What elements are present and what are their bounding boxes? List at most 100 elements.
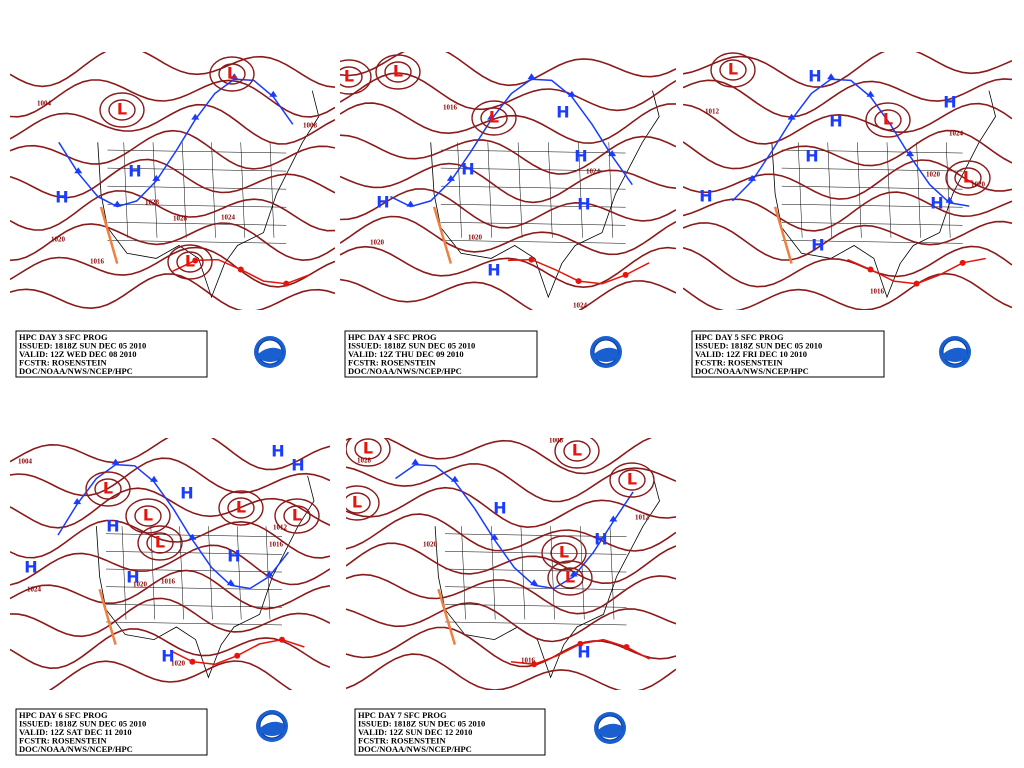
cold-front — [57, 463, 289, 590]
pressure-center: H — [805, 147, 818, 166]
isobar-ring — [954, 167, 982, 189]
isobar-label: 1020 — [133, 581, 148, 589]
front-barb — [446, 174, 455, 181]
front-barb — [150, 475, 158, 482]
pressure-center: L — [627, 470, 637, 489]
noaa-logo-bird — [260, 721, 284, 736]
isobar-label: 1020 — [51, 236, 66, 244]
pressure-center: H — [161, 647, 174, 666]
isobar — [346, 463, 676, 503]
isobar-label: 1008 — [303, 122, 318, 130]
isobar — [340, 278, 676, 310]
isobar-ring — [547, 560, 593, 596]
isobar-ring — [283, 505, 311, 527]
isobar-label: 1016 — [161, 578, 176, 586]
caption-line: ISSUED: 1818Z SUN DEC 05 2010 — [19, 719, 146, 729]
caption-line: DOC/NOAA/NWS/NCEP/HPC — [19, 744, 133, 754]
isobar-ring — [550, 542, 578, 564]
front-barb — [111, 458, 120, 465]
front-barb — [945, 196, 954, 203]
state-line — [550, 526, 555, 620]
isobar — [683, 129, 1012, 170]
isobar — [10, 457, 330, 497]
isobar — [340, 162, 676, 204]
pressure-center: H — [699, 187, 712, 206]
isobar — [10, 597, 330, 638]
caption-line: FCSTR: ROSENSTEIN — [348, 358, 436, 368]
caption-box — [354, 708, 546, 756]
map-panel: H H L L L 1020 1016 1028 1028 1024 1008 1004 HPC DAY… — [10, 52, 335, 378]
isobar-ring — [134, 505, 162, 527]
isobar-label: 1004 — [37, 100, 52, 108]
pressure-center: H — [594, 530, 607, 549]
pressure-center: H — [829, 112, 842, 131]
isobar — [346, 486, 676, 529]
state-line — [444, 551, 627, 555]
front-barb — [748, 174, 757, 181]
pressure-center: H — [180, 484, 193, 503]
state-line — [490, 526, 496, 620]
isobar — [683, 78, 1012, 118]
isobar — [340, 134, 676, 175]
caption-line: HPC DAY 3 SFC PROG — [19, 332, 108, 342]
caption-line: ISSUED: 1818Z SUN DEC 05 2010 — [348, 341, 475, 351]
isobar-ring — [563, 440, 591, 462]
isobar — [340, 102, 676, 144]
front-barb — [265, 570, 274, 577]
state-line — [827, 142, 833, 238]
state-line — [236, 526, 242, 620]
caption-box — [15, 330, 208, 378]
isobar-ring — [108, 99, 136, 121]
isobar — [346, 653, 676, 690]
state-line — [107, 149, 287, 154]
isobar-ring — [137, 525, 183, 561]
isobar-label: 1004 — [18, 458, 33, 466]
front-barb — [73, 498, 82, 505]
caption-box — [344, 330, 538, 378]
isobar-ring — [99, 92, 145, 128]
trough — [98, 588, 117, 645]
caption-line: HPC DAY 6 SFC PROG — [19, 710, 108, 720]
state-line — [182, 142, 187, 238]
isobar — [346, 602, 676, 643]
isobar-ring — [375, 54, 421, 90]
state-line — [444, 604, 627, 608]
isobar-ring — [354, 438, 382, 460]
isobar-ring — [227, 497, 255, 519]
state-line — [123, 142, 128, 238]
isobar-ring — [176, 251, 204, 273]
pressure-center: L — [572, 441, 582, 460]
cold-front — [731, 78, 970, 207]
state-line — [886, 142, 892, 238]
isobar-ring — [167, 244, 213, 280]
caption-line: HPC DAY 5 SFC PROG — [695, 332, 784, 342]
pressure-center: H — [291, 456, 304, 475]
front-barb — [226, 579, 235, 586]
state-line — [520, 526, 526, 620]
state-line — [945, 142, 951, 238]
state-line — [444, 621, 627, 626]
front-barb — [906, 150, 915, 157]
caption-line: FCSTR: ROSENSTEIN — [19, 736, 107, 746]
isobar-label: 1012 — [635, 514, 650, 522]
isobar-label: 1020 — [926, 171, 941, 179]
isobar — [10, 438, 330, 471]
warm-front — [507, 258, 650, 285]
map-area: H H H H H H L L L 1020 1020 1024 1016 1024 — [340, 52, 676, 310]
caption-line: HPC DAY 7 SFC PROG — [358, 710, 447, 720]
noaa-logo-bird — [258, 347, 282, 362]
isobar — [10, 246, 335, 288]
pressure-center: L — [344, 67, 354, 86]
pressure-center: L — [363, 439, 373, 458]
isobar — [48, 660, 293, 690]
isobar — [10, 103, 335, 145]
isobar — [10, 129, 335, 170]
pressure-center: H — [106, 517, 119, 536]
isobar-ring — [865, 102, 911, 138]
trough — [437, 588, 457, 645]
